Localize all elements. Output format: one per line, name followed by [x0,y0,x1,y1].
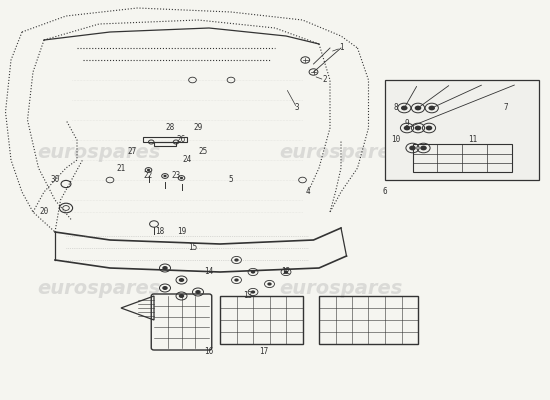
Text: 17: 17 [260,348,268,356]
Text: 6: 6 [383,188,387,196]
Text: 1: 1 [339,44,343,52]
Text: 18: 18 [155,228,164,236]
Circle shape [180,177,183,179]
Text: 15: 15 [188,244,197,252]
Text: 22: 22 [144,172,153,180]
Circle shape [428,106,435,110]
Text: 24: 24 [183,156,191,164]
Circle shape [284,270,288,274]
Bar [412,144,512,172]
Circle shape [147,169,150,171]
Text: 29: 29 [194,124,202,132]
Circle shape [234,258,239,262]
Circle shape [251,290,255,294]
Text: 2: 2 [322,76,327,84]
Text: 25: 25 [199,148,208,156]
Circle shape [415,106,421,110]
Circle shape [251,270,255,274]
Text: 23: 23 [172,172,180,180]
Circle shape [162,286,168,290]
Text: 13: 13 [243,292,252,300]
Text: 20: 20 [40,208,48,216]
Bar [319,296,418,344]
Circle shape [420,146,427,150]
Circle shape [234,278,239,282]
Text: eurospares: eurospares [279,142,403,162]
Circle shape [195,290,201,294]
Circle shape [179,294,184,298]
Text: eurospares: eurospares [37,278,161,298]
Circle shape [179,278,184,282]
Circle shape [163,175,167,177]
Text: 10: 10 [392,136,400,144]
Bar [154,142,176,146]
Circle shape [404,126,410,130]
Text: eurospares: eurospares [37,142,161,162]
Circle shape [415,126,421,130]
Text: 28: 28 [166,124,175,132]
Circle shape [401,106,408,110]
Text: 27: 27 [128,148,136,156]
Bar [220,296,302,344]
Circle shape [267,282,272,286]
Text: 11: 11 [469,136,477,144]
Text: 8: 8 [394,104,398,112]
Text: 4: 4 [306,188,310,196]
Text: 5: 5 [229,176,233,184]
Text: 26: 26 [177,136,186,144]
Text: eurospares: eurospares [279,278,403,298]
Text: 7: 7 [504,104,508,112]
Circle shape [162,266,168,270]
Text: 14: 14 [205,268,213,276]
Bar [143,137,187,142]
Bar [385,80,539,180]
Text: 9: 9 [405,120,409,128]
Text: 19: 19 [177,228,186,236]
Text: 21: 21 [117,164,125,172]
Text: 12: 12 [282,268,290,276]
Text: 16: 16 [205,348,213,356]
Circle shape [409,146,416,150]
Text: 3: 3 [295,104,299,112]
Circle shape [426,126,432,130]
Text: 30: 30 [51,176,59,184]
